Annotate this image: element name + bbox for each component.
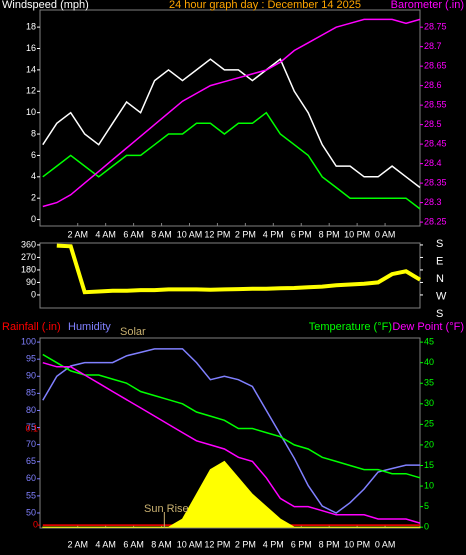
y-tick-label: 14 <box>26 64 36 74</box>
legend-label: Humidity <box>68 321 111 333</box>
x-tick-label: 2 PM <box>235 229 256 239</box>
y-tick-label: 16 <box>26 43 36 53</box>
y2-tick-label: 30 <box>424 398 434 408</box>
annotation: Sun Rise <box>144 503 189 515</box>
y2-tick-label: 0 <box>424 522 429 532</box>
y-tick-label: 95 <box>26 354 36 364</box>
y-tick-label: 50 <box>26 507 36 517</box>
y-tick-label: 180 <box>21 264 36 274</box>
y2-tick-label: S <box>436 238 443 250</box>
y-tick-label: 90 <box>26 277 36 287</box>
y2-tick-label: 45 <box>424 336 434 346</box>
y2-tick-label: 28.45 <box>424 138 447 148</box>
x-tick-label: 10 AM <box>177 539 203 549</box>
y2-tick-label: 28.65 <box>424 61 447 71</box>
y2-tick-label: 28.35 <box>424 177 447 187</box>
x-tick-label: 6 PM <box>291 229 312 239</box>
y2-tick-label: W <box>436 290 447 302</box>
y-tick-label: 360 <box>21 239 36 249</box>
plot-frame <box>39 337 421 529</box>
x-tick-label: 2 AM <box>67 229 88 239</box>
y-tick-label: 6 <box>31 150 36 160</box>
legend-label: Temperature (°F) <box>309 321 392 333</box>
y-axis-label: Windspeed (mph) <box>2 0 89 11</box>
legend-label: Solar <box>120 326 146 338</box>
x-tick-label: 2 PM <box>235 539 256 549</box>
y-tick-label: 75 <box>26 422 36 432</box>
y2-tick-label: 10 <box>424 480 434 490</box>
x-tick-label: 4 PM <box>263 539 284 549</box>
y2-tick-label: S <box>436 308 443 320</box>
x-tick-label: 8 AM <box>151 539 172 549</box>
series-line <box>42 58 421 189</box>
y2-tick-label: 15 <box>424 460 434 470</box>
series-line <box>42 348 420 514</box>
y2-tick-label: 28.5 <box>424 119 442 129</box>
y3-tick-label: 0.1 <box>25 423 38 433</box>
y2-tick-label: 28.3 <box>424 197 442 207</box>
legend-label: Dew Point (°F) <box>392 321 464 333</box>
x-tick-label: 8 PM <box>319 229 340 239</box>
x-tick-label: 0 AM <box>375 229 396 239</box>
y-tick-label: 8 <box>31 128 36 138</box>
series-line <box>42 18 421 208</box>
series-line <box>56 243 422 295</box>
x-tick-label: 0 AM <box>375 539 396 549</box>
y2-tick-label: 28.55 <box>424 100 447 110</box>
x-tick-label: 4 PM <box>263 229 284 239</box>
x-tick-label: 4 AM <box>95 229 116 239</box>
x-tick-label: 12 PM <box>204 539 230 549</box>
plot-frame <box>39 9 421 227</box>
x-tick-label: 6 AM <box>123 539 144 549</box>
chart-title: 24 hour graph day : December 14 2025 <box>169 0 361 11</box>
y-tick-label: 85 <box>26 388 36 398</box>
x-tick-label: 8 PM <box>319 539 340 549</box>
y2-tick-label: 40 <box>424 357 434 367</box>
y-tick-label: 270 <box>21 252 36 262</box>
plot-frame <box>39 242 421 309</box>
series-line <box>42 460 421 528</box>
y2-tick-label: 25 <box>424 419 434 429</box>
y2-tick-label: N <box>436 273 444 285</box>
y-tick-label: 10 <box>26 107 36 117</box>
y2-tick-label: 35 <box>424 378 434 388</box>
y-tick-label: 18 <box>26 21 36 31</box>
y2-tick-label: 20 <box>424 439 434 449</box>
series-line <box>42 111 421 210</box>
x-tick-label: 4 AM <box>95 539 116 549</box>
y2-axis-label: Barometer (.in) <box>391 0 464 11</box>
y3-tick-label: 0 <box>33 519 38 529</box>
x-tick-label: 6 PM <box>291 539 312 549</box>
legend-label: Rainfall (.in) <box>2 321 61 333</box>
y-tick-label: 4 <box>31 171 36 181</box>
y2-tick-label: 28.7 <box>424 41 442 51</box>
x-tick-label: 10 PM <box>344 539 370 549</box>
y-tick-label: 65 <box>26 456 36 466</box>
y-tick-label: 60 <box>26 473 36 483</box>
y2-tick-label: 28.6 <box>424 80 442 90</box>
x-tick-label: 12 PM <box>204 229 230 239</box>
y-tick-label: 100 <box>21 336 36 346</box>
y2-tick-label: 28.4 <box>424 158 442 168</box>
x-tick-label: 8 AM <box>151 229 172 239</box>
x-tick-label: 10 PM <box>344 229 370 239</box>
y2-tick-label: 5 <box>424 501 429 511</box>
y-tick-label: 12 <box>26 86 36 96</box>
y-tick-label: 80 <box>26 405 36 415</box>
x-tick-label: 10 AM <box>177 229 203 239</box>
y-tick-label: 0 <box>31 289 36 299</box>
y2-tick-label: E <box>436 255 443 267</box>
y-tick-label: 90 <box>26 371 36 381</box>
y-tick-label: 0 <box>31 214 36 224</box>
y2-tick-label: 28.25 <box>424 216 447 226</box>
y-tick-label: 2 <box>31 193 36 203</box>
y-tick-label: 55 <box>26 490 36 500</box>
x-tick-label: 6 AM <box>123 229 144 239</box>
y-tick-label: 70 <box>26 439 36 449</box>
series-line <box>42 353 421 479</box>
y2-tick-label: 28.75 <box>424 22 447 32</box>
series-line <box>42 361 421 524</box>
x-tick-label: 2 AM <box>67 539 88 549</box>
